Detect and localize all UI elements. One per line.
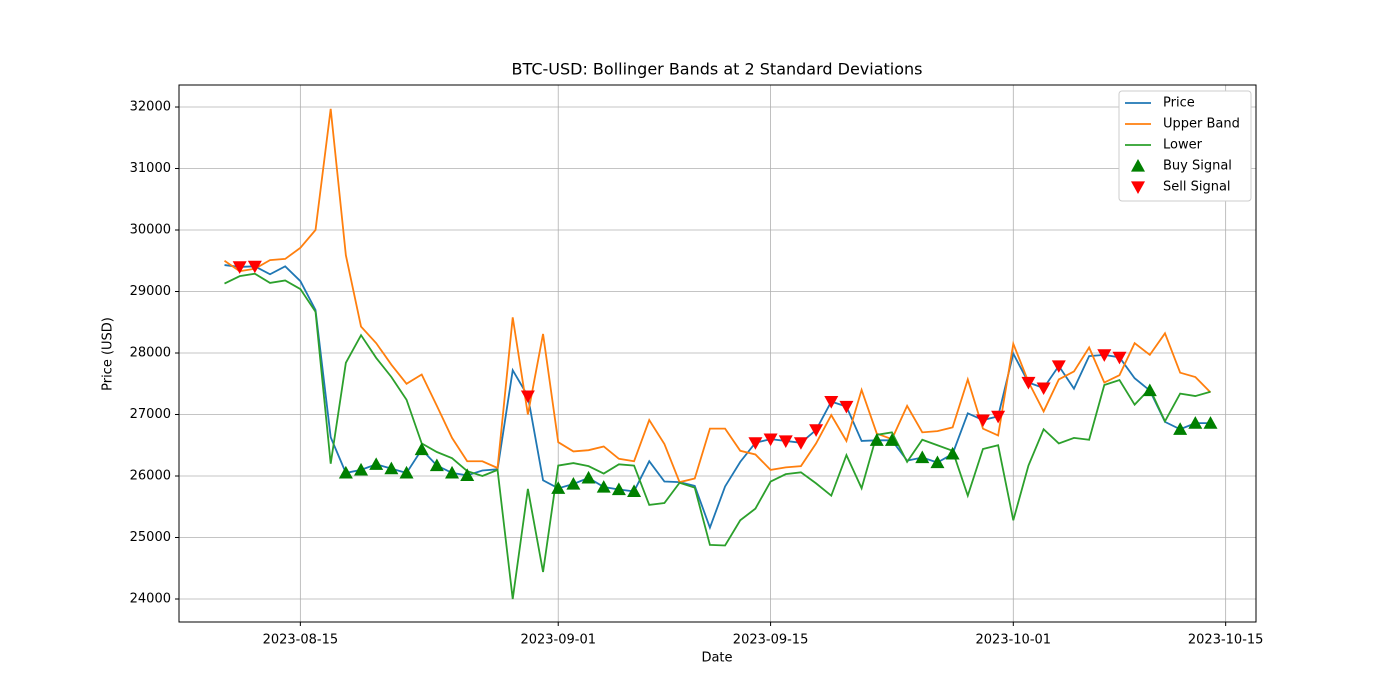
legend-label: Buy Signal xyxy=(1163,159,1232,174)
signal-marker xyxy=(1142,383,1157,397)
y-tick-label: 30000 xyxy=(130,223,171,238)
signal-marker xyxy=(399,465,414,479)
y-tick-label: 28000 xyxy=(130,346,171,361)
signal-marker xyxy=(824,395,839,409)
y-tick-label: 26000 xyxy=(130,469,171,484)
x-tick-label: 2023-10-15 xyxy=(1188,633,1264,648)
signal-marker xyxy=(991,410,1006,424)
y-tick-label: 32000 xyxy=(130,100,171,115)
legend: Price Upper Band Lower Buy Signal Sell Signa… xyxy=(1118,90,1252,202)
signal-marker xyxy=(520,390,535,404)
legend-label: Sell Signal xyxy=(1163,180,1231,195)
x-tick-label: 2023-10-01 xyxy=(976,633,1052,648)
signal-marker xyxy=(975,414,990,428)
y-tick-label: 25000 xyxy=(130,530,171,545)
y-tick-label: 24000 xyxy=(130,591,171,606)
legend-box xyxy=(1118,90,1252,202)
series-line xyxy=(224,264,1211,531)
y-tick-label: 31000 xyxy=(130,161,171,176)
signal-marker xyxy=(763,433,778,447)
legend-marker xyxy=(1131,181,1145,194)
x-tick-label: 2023-09-01 xyxy=(520,633,596,648)
signal-marker xyxy=(809,424,824,437)
signal-marker xyxy=(884,433,899,446)
signal-marker xyxy=(429,458,444,472)
signal-marker xyxy=(338,465,353,479)
legend-marker xyxy=(1131,159,1145,172)
x-tick-label: 2023-08-15 xyxy=(263,633,339,648)
x-tick-label: 2023-09-15 xyxy=(733,633,809,648)
signal-marker xyxy=(839,400,854,414)
signal-marker xyxy=(869,433,884,446)
legend-label: Upper Band xyxy=(1163,117,1240,132)
signal-marker xyxy=(369,457,384,470)
signal-marker xyxy=(566,476,581,490)
plot-frame xyxy=(178,84,1257,623)
signal-marker xyxy=(354,462,369,476)
signal-marker xyxy=(1051,360,1066,373)
signal-marker xyxy=(627,484,642,497)
signal-marker xyxy=(247,260,262,274)
signal-marker xyxy=(1036,382,1051,396)
signal-marker xyxy=(581,470,596,484)
x-axis-label: Date xyxy=(701,651,732,666)
signal-marker xyxy=(384,461,399,475)
signal-marker xyxy=(551,481,566,494)
series-line xyxy=(223,108,1212,484)
y-tick-label: 29000 xyxy=(130,284,171,299)
signal-marker xyxy=(793,437,808,450)
chart-title: BTC-USD: Bollinger Bands at 2 Standard D… xyxy=(512,60,923,79)
y-axis-label: Price (USD) xyxy=(101,317,116,391)
signal-marker xyxy=(1173,422,1188,435)
signal-marker xyxy=(748,437,763,450)
signal-marker xyxy=(611,482,626,496)
signal-marker xyxy=(414,442,429,456)
signal-marker xyxy=(778,435,793,448)
legend-label: Lower xyxy=(1163,138,1203,153)
series-line xyxy=(224,272,1211,600)
signal-marker xyxy=(460,468,475,481)
signal-marker xyxy=(930,455,945,469)
signal-marker xyxy=(945,446,960,460)
signal-marker xyxy=(1097,349,1112,362)
signal-marker xyxy=(1188,416,1203,429)
signal-marker xyxy=(1203,416,1218,429)
signal-marker xyxy=(596,480,611,493)
signal-marker xyxy=(915,450,930,464)
signal-marker xyxy=(445,465,460,479)
legend-label: Price xyxy=(1163,96,1195,111)
y-tick-label: 27000 xyxy=(130,407,171,422)
signal-marker xyxy=(232,261,247,274)
signal-marker xyxy=(1021,376,1036,390)
signal-marker xyxy=(1112,351,1127,365)
